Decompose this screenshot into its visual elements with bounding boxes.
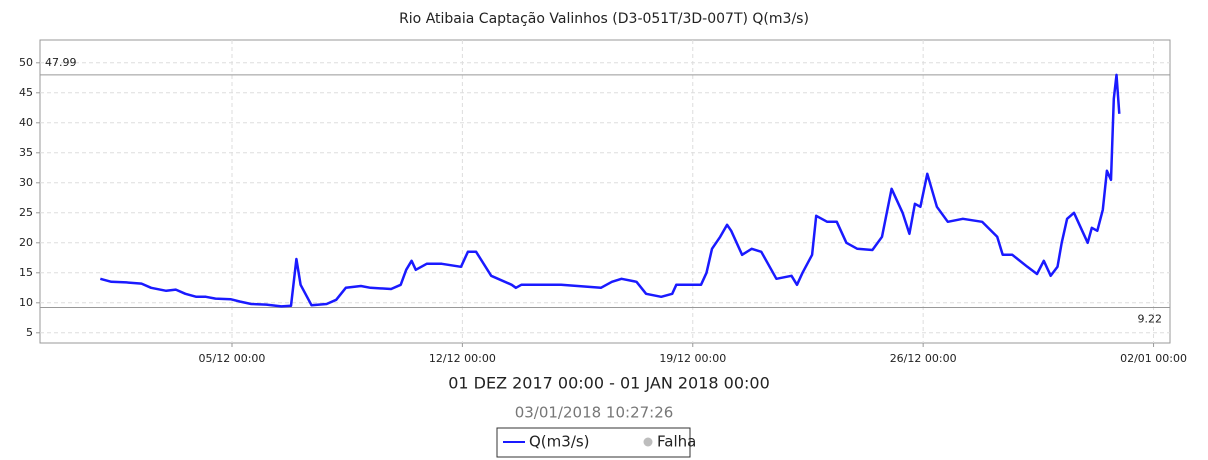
y-tick-label: 50 (19, 56, 33, 69)
y-tick-label: 25 (19, 206, 33, 219)
timestamp: 03/01/2018 10:27:26 (515, 404, 674, 422)
y-tick-label: 15 (19, 266, 33, 279)
y-tick-label: 35 (19, 146, 33, 159)
y-tick-label: 30 (19, 176, 33, 189)
x-tick-label: 02/01 00:00 (1120, 352, 1187, 365)
subtitle: 01 DEZ 2017 00:00 - 01 JAN 2018 00:00 (448, 374, 770, 393)
legend-dot (643, 437, 653, 447)
x-tick-label: 05/12 00:00 (199, 352, 266, 365)
y-tick-label: 45 (19, 86, 33, 99)
y-tick-label: 20 (19, 236, 33, 249)
reference-label: 47.99 (45, 56, 77, 69)
data-line (99, 73, 1121, 308)
x-tick-label: 19/12 00:00 (659, 352, 726, 365)
y-tick-label: 40 (19, 116, 33, 129)
x-tick-label: 26/12 00:00 (890, 352, 957, 365)
legend-label: Falha (657, 433, 696, 451)
y-tick-label: 5 (26, 326, 33, 339)
y-tick-label: 10 (19, 296, 33, 309)
plot-area (39, 39, 1171, 344)
legend-box (496, 427, 691, 458)
chart-title: Rio Atibaia Captação Valinhos (D3-051T/3… (399, 11, 809, 27)
x-tick-label: 12/12 00:00 (429, 352, 496, 365)
reference-label: 9.22 (1138, 312, 1163, 325)
legend-label: Q(m3/s) (529, 433, 590, 451)
